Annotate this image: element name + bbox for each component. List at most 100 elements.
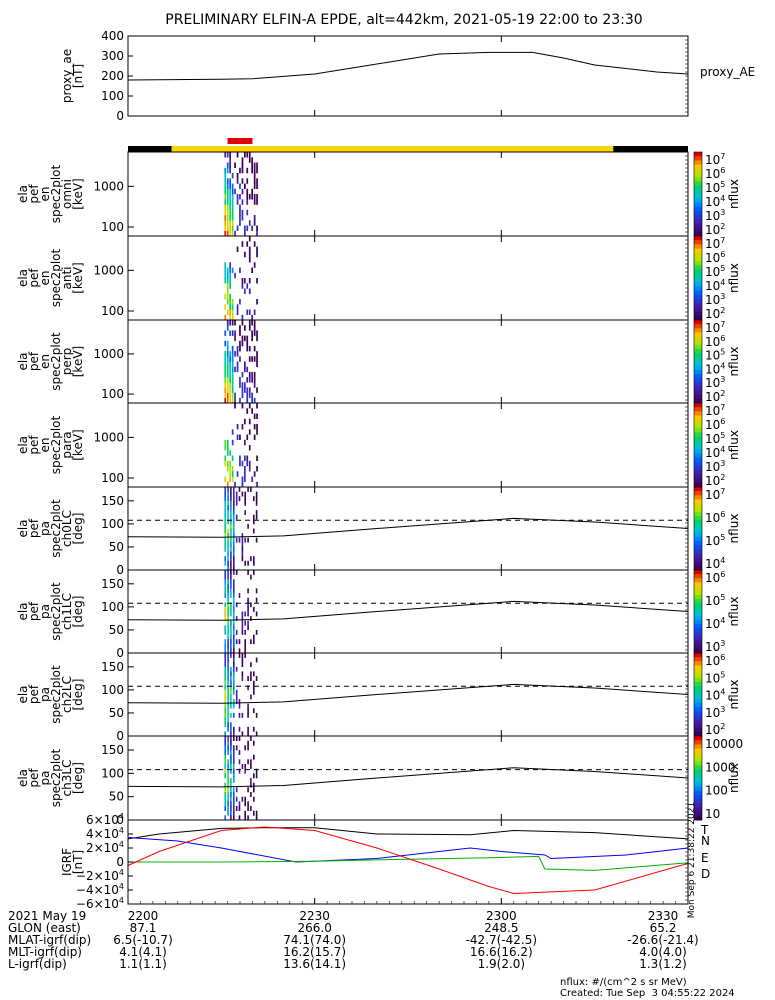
spec-cell: [248, 429, 251, 435]
footer-row-label: MLT-igrf(dip): [8, 945, 82, 959]
spec-cell: [244, 639, 246, 645]
colorbar-cell: [694, 628, 702, 633]
spec-cell: [230, 634, 232, 640]
spec-cell: [244, 366, 246, 373]
spec-cell: [248, 377, 251, 383]
spec-cell: [248, 460, 251, 467]
spec-cell: [246, 335, 249, 342]
spec-cell: [247, 745, 249, 751]
colorbar-cell: [694, 215, 702, 220]
spec-cell: [248, 403, 251, 409]
spec-cell: [224, 671, 226, 677]
colorbar-cell: [694, 752, 702, 758]
spec-cell: [235, 616, 238, 621]
colorbar-cell: [694, 677, 702, 683]
spec-cell: [227, 773, 229, 779]
colorbar-cell: [694, 707, 702, 712]
spec-cell: [253, 309, 256, 315]
spec-cell: [241, 424, 244, 430]
spec-cell: [229, 309, 231, 315]
spec-cell: [253, 634, 255, 640]
spec-cell: [241, 283, 244, 289]
spec-cell: [233, 653, 235, 658]
spec-cell: [227, 496, 229, 502]
colorbar-cell: [694, 415, 702, 421]
spec-cell: [251, 377, 253, 383]
colorbar-cell: [694, 432, 702, 437]
colorbar-cell: [694, 382, 702, 387]
spec-cell: [224, 173, 227, 179]
spec-cell: [230, 528, 232, 534]
spec-cell: [233, 745, 235, 751]
spec-cell: [234, 188, 236, 195]
spec-cell: [229, 304, 231, 310]
spec-cell: [238, 699, 241, 704]
colorbar-cell: [694, 673, 702, 679]
spec-cell: [244, 230, 246, 237]
colorbar-cell: [694, 686, 702, 691]
spec-cell: [241, 657, 244, 663]
spec-cell: [227, 717, 229, 723]
spec-cell: [233, 801, 235, 807]
colorbar-cell: [694, 653, 702, 658]
spec-cell: [233, 496, 235, 502]
spec-cell: [224, 616, 226, 621]
ylabel-line: [keV]: [71, 346, 85, 377]
ytick-label-pa: 50: [109, 790, 124, 804]
ytick-label-energy: 100: [101, 220, 124, 234]
colorbar-cell: [694, 394, 702, 400]
colorbar-label: nflux: [727, 680, 741, 710]
spec-cell: [224, 768, 226, 774]
orbit-status-bars: [128, 138, 688, 152]
colorbar-tick: 100: [705, 784, 728, 798]
spec-cell: [229, 351, 231, 357]
spec-cell: [229, 299, 231, 305]
spec-cell: [224, 629, 226, 635]
spec-cell: [227, 782, 229, 788]
ylabel-line: pef: [27, 518, 41, 538]
ytick-label-pa: 50: [109, 540, 124, 554]
spec-cell: [224, 685, 226, 691]
spec-cell: [224, 806, 226, 811]
spec-cell: [227, 588, 229, 594]
spec-cell: [247, 731, 249, 737]
spec-cell: [253, 220, 256, 226]
spec-cell: [229, 215, 231, 221]
spec-cell: [231, 304, 234, 310]
spec-cell: [231, 466, 234, 472]
ytick-label-pa: 150: [101, 660, 124, 674]
spec-cell: [226, 293, 229, 300]
spec-cell: [248, 392, 251, 399]
spec-cell: [238, 736, 241, 741]
spec-cell: [224, 496, 226, 502]
spec-cell: [233, 778, 235, 783]
spec-cell: [224, 680, 226, 686]
ytick-label-pa: 0: [116, 813, 124, 827]
ylabel-line: ela: [16, 685, 30, 703]
spec-cell: [253, 528, 255, 534]
ylabel-line: [nT]: [71, 850, 85, 874]
ylabel-line: en: [38, 187, 52, 202]
spec-cell: [229, 183, 231, 189]
spec-cell: [246, 455, 249, 461]
spec-cell: [226, 351, 229, 357]
spec-cell: [247, 759, 249, 765]
loss-cone-line: [127, 767, 689, 788]
spec-cell: [230, 703, 232, 709]
colorbar-cell: [694, 240, 702, 245]
spec-cell: [230, 510, 232, 515]
burst-marker: [227, 138, 253, 144]
spec-cell: [231, 215, 234, 221]
spec-cell: [224, 455, 227, 461]
spec-cell: [233, 671, 235, 677]
colorbar-cell: [694, 657, 702, 662]
proxy-ae-line: [127, 51, 689, 81]
colorbar-tick: 104: [705, 445, 725, 460]
spec-cell: [239, 330, 241, 336]
spec-cell: [246, 167, 249, 174]
spec-cell: [229, 267, 231, 273]
spec-cell: [227, 685, 229, 691]
colorbars: 107106105104103102nflux10710610510410310…: [693, 151, 743, 821]
colorbar-cell: [694, 632, 702, 637]
